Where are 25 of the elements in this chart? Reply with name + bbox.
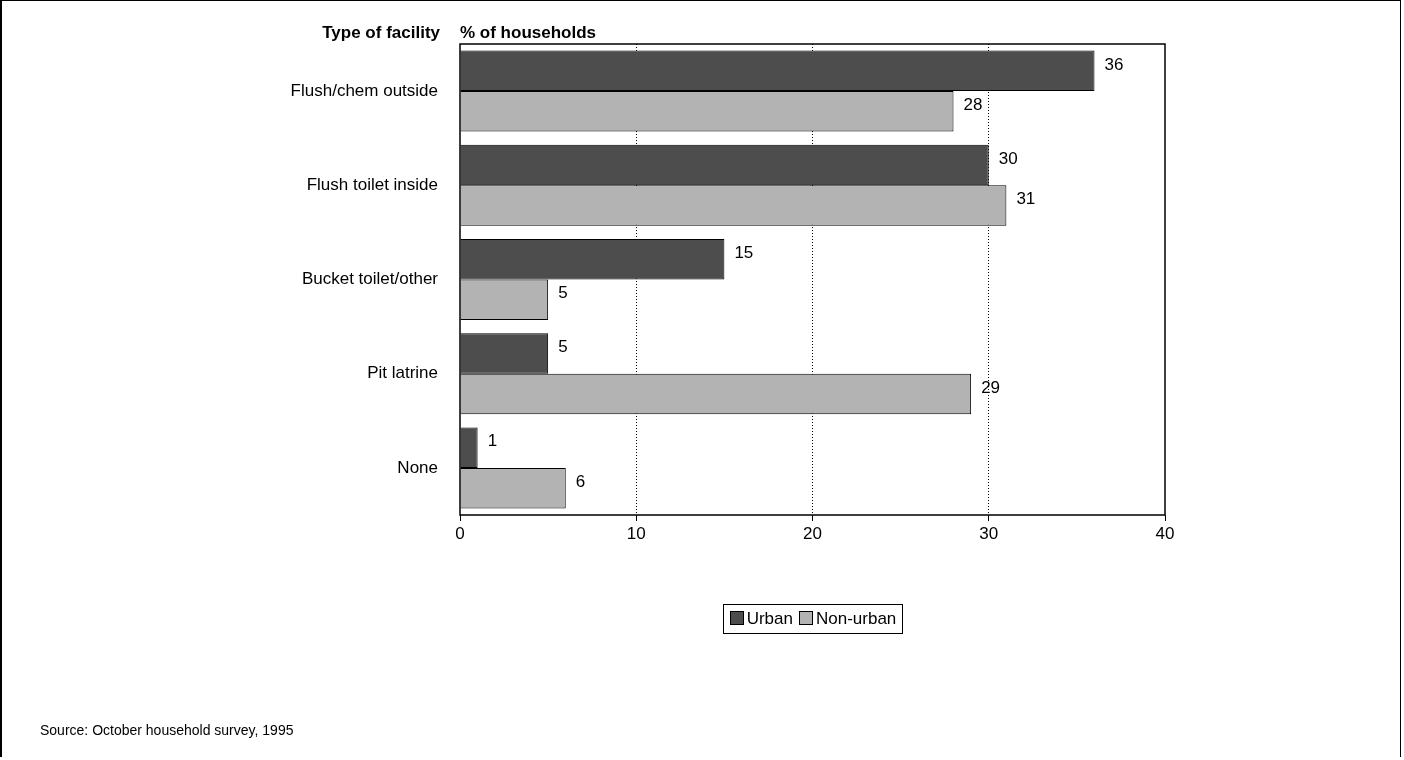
y-tick-label: Bucket toilet/other xyxy=(301,269,439,289)
x-tick-label: 10 xyxy=(626,523,646,543)
y-tick-label: Flush/chem outside xyxy=(290,80,438,100)
data-label: 6 xyxy=(575,471,586,491)
source-note: Source: October household survey, 1995 xyxy=(40,722,294,738)
y-tick-label: Flush toilet inside xyxy=(306,174,438,194)
data-label: 31 xyxy=(1016,189,1036,209)
x-tick-label: 20 xyxy=(803,523,822,543)
legend-label: Non-urban xyxy=(815,609,897,629)
x-tick-label: 30 xyxy=(979,523,999,543)
y-tick-label: Pit latrine xyxy=(367,363,438,383)
data-label: 1 xyxy=(487,431,498,451)
data-label: 29 xyxy=(981,377,1001,397)
data-label: 28 xyxy=(963,95,983,115)
data-label: 5 xyxy=(558,283,568,303)
x-tick-label: 40 xyxy=(1155,523,1175,543)
legend-label: Urban xyxy=(745,609,793,629)
data-label: 30 xyxy=(998,148,1018,168)
data-label: 36 xyxy=(1104,54,1124,74)
data-label: 5 xyxy=(558,337,568,357)
data-label: 15 xyxy=(734,242,754,262)
y-axis-title: Type of facility xyxy=(322,23,441,43)
y-tick-label: None xyxy=(397,457,438,477)
x-tick-label: 0 xyxy=(455,523,465,543)
x-axis-title: % of households xyxy=(460,23,596,43)
